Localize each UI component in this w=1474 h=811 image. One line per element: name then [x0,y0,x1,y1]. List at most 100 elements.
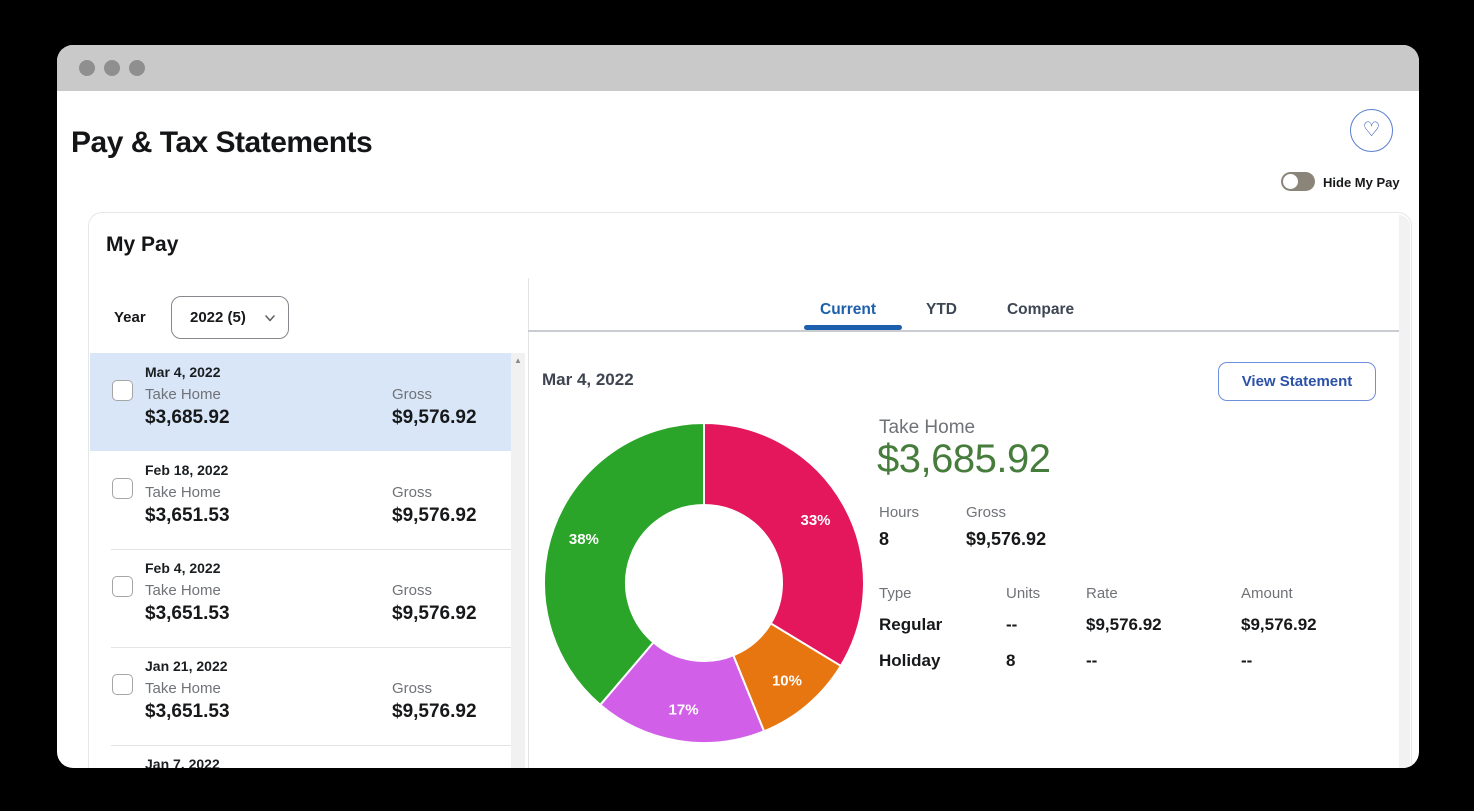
take-home-amount: $3,651.53 [145,505,230,526]
earnings-cell: -- [1006,615,1018,634]
take-home-amount: $3,685.92 [145,407,230,428]
app-window: Pay & Tax Statements ♡ Hide My Pay My Pa… [57,45,1419,768]
gross-value: $9,576.92 [966,529,1047,549]
donut-percentage-label: 33% [801,512,831,529]
window-control-dot[interactable] [79,60,95,76]
donut-segment-3 [598,640,766,744]
hours-value: 8 [879,529,890,549]
window-control-dot[interactable] [129,60,145,76]
year-select-value: 2022 (5) [190,309,246,326]
statement-row[interactable]: Jan 21, 2022 Take Home $3,651.53 Gross $9,57… [90,647,511,745]
hide-my-pay-toggle[interactable] [1281,172,1315,191]
donut-chart: 33% 10% 17% 38% [539,418,869,748]
take-home-label: Take Home [145,582,221,599]
hours-label: Hours [879,504,920,521]
statement-gross: Gross $9,576.92 [392,680,477,723]
year-select[interactable]: 2022 (5) [171,296,289,339]
statements-list: Mar 4, 2022 Take Home $3,685.92 Gross $9,576… [89,213,528,768]
take-home-value: $3,685.92 [877,437,1051,481]
statement-date: Jan 21, 2022 [145,658,228,674]
earnings-cell: 8 [1006,651,1016,670]
gross-amount: $9,576.92 [392,603,477,624]
window-controls [79,60,145,76]
list-divider [111,549,511,550]
statement-date: Mar 4, 2022 [145,364,221,380]
donut-percentage-label: 38% [569,531,599,548]
earnings-header: Rate [1086,585,1118,602]
take-home-label: Take Home [879,417,976,438]
statement-take-home: Take Home $3,685.92 [145,386,230,429]
earnings-cell: $9,576.92 [1086,615,1162,634]
tab-compare[interactable]: Compare [1006,301,1075,318]
statement-date: Feb 18, 2022 [145,462,229,478]
earnings-cell: Regular [879,615,943,634]
detail-panel: Current YTD Compare Mar 4, 2022 View State… [528,213,1411,768]
gross-label: Gross [392,582,433,599]
gross-label: Gross [392,484,433,501]
tab-underline-track [528,330,1401,332]
statement-row[interactable]: Feb 4, 2022 Take Home $3,651.53 Gross $9,576… [90,549,511,647]
window-control-dot[interactable] [104,60,120,76]
statement-take-home: Take Home $3,651.53 [145,582,230,625]
gross-label: Gross [392,680,433,697]
gross-amount: $9,576.92 [392,407,477,428]
gross-amount: $9,576.92 [392,505,477,526]
donut-segment-1 [703,421,865,668]
tabs: Current YTD Compare [820,301,1074,319]
card-scrollbar[interactable] [1399,215,1410,768]
list-divider [111,745,511,746]
donut-segment-4 [543,421,705,707]
donut-percentage-label: 17% [669,701,699,718]
hide-my-pay-label: Hide My Pay [1323,175,1400,190]
gross-label: Gross [392,386,433,403]
tab-current[interactable]: Current [820,301,876,318]
tab-active-indicator [804,325,902,330]
detail-date: Mar 4, 2022 [542,370,634,389]
statement-gross: Gross $9,576.92 [392,386,477,429]
statement-gross: Gross $9,576.92 [392,582,477,625]
donut-percentage-label: 10% [772,672,802,689]
list-divider [111,647,511,648]
statement-date: Feb 4, 2022 [145,560,221,576]
gross-amount: $9,576.92 [392,701,477,722]
earnings-header: Type [879,585,912,602]
page-title: Pay & Tax Statements [71,126,373,159]
take-home-label: Take Home [145,680,221,697]
tab-ytd[interactable]: YTD [925,301,957,318]
earnings-table: Type Units Rate Amount Regular -- $9,576.92 $9,… [879,585,1401,683]
take-home-label: Take Home [145,484,221,501]
scroll-up-icon[interactable]: ▲ [514,356,522,365]
take-home-amount: $3,651.53 [145,701,230,722]
take-home-label: Take Home [145,386,221,403]
earnings-cell: $9,576.92 [1241,615,1317,634]
statement-checkbox[interactable] [112,576,133,597]
year-label: Year [114,309,146,326]
statement-checkbox[interactable] [112,478,133,499]
earnings-cell: Holiday [879,651,941,670]
hours-gross-summary: Hours Gross 8 $9,576.92 [879,504,1046,550]
earnings-cell: -- [1086,651,1098,670]
panel-divider [528,278,529,768]
statement-take-home: Take Home $3,651.53 [145,680,230,723]
statement-gross: Gross $9,576.92 [392,484,477,527]
earnings-header: Units [1006,585,1041,602]
earnings-header: Amount [1241,585,1293,602]
heart-icon: ♡ [1362,118,1381,141]
earnings-cell: -- [1241,651,1253,670]
statement-date: Jan 7, 2022 [145,756,220,768]
chevron-down-icon [265,314,275,321]
favorite-button[interactable]: ♡ [1350,109,1393,152]
card-title: My Pay [106,233,179,256]
my-pay-card: My Pay Year 2022 (5) Mar 4, 2022 Take Hom… [88,212,1412,768]
statement-checkbox[interactable] [112,380,133,401]
statement-checkbox[interactable] [112,674,133,695]
view-statement-button[interactable]: View Statement [1218,362,1376,401]
statement-row[interactable]: Feb 18, 2022 Take Home $3,651.53 Gross $9,57… [90,451,511,549]
statement-take-home: Take Home $3,651.53 [145,484,230,527]
list-scrollbar[interactable]: ▲ [511,353,525,768]
gross-label: Gross [966,504,1007,521]
statement-row[interactable]: Mar 4, 2022 Take Home $3,685.92 Gross $9,576… [90,353,511,451]
statement-row[interactable]: Jan 7, 2022 [90,745,511,768]
window-titlebar [57,45,1419,91]
toggle-knob [1283,174,1298,189]
